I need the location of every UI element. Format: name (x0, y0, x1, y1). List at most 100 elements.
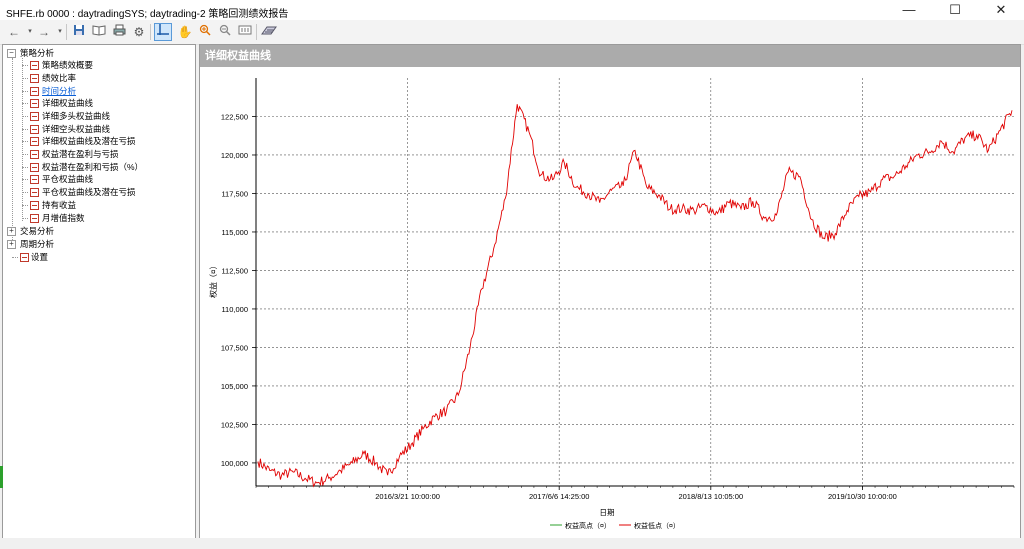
tree-item-label: 详细多头权益曲线 (42, 111, 111, 121)
tree-connector (22, 103, 28, 104)
navigation-tree: − 策略分析 策略绩效概要 绩效比率 时间分析 详细权益曲线 详细多头权益曲线 … (2, 44, 196, 539)
tree-item-label: 平仓权益曲线 (42, 174, 94, 184)
tree-item-label: 详细空头权益曲线 (42, 124, 111, 134)
tree-connector (22, 179, 28, 180)
x-tick-label: 2018/8/13 10:05:00 (678, 492, 743, 501)
equity-series (257, 104, 1013, 488)
back-arrow-icon[interactable]: ← (8, 25, 20, 39)
tree-connector (22, 91, 28, 92)
chart-panel: 详细权益曲线 100,000 102,500 105,000 107,500 110,0… (199, 44, 1021, 539)
y-tick-labels: 100,000 102,500 105,000 107,500 110,000 112,5… (221, 112, 248, 467)
tree-connector (22, 192, 28, 193)
tree-item-label: 绩效比率 (42, 73, 77, 83)
tree-item-label: 详细权益曲线及潜在亏损 (42, 136, 136, 146)
tree-node-label: 周期分析 (20, 239, 55, 249)
report-icon (30, 201, 39, 210)
chart-icon (30, 112, 39, 121)
report-icon (30, 61, 39, 70)
toolbar-separator (150, 24, 151, 40)
y-tick-label: 102,500 (221, 420, 248, 429)
forward-arrow-icon[interactable]: → (38, 25, 50, 39)
y-tick-label: 112,500 (221, 266, 248, 275)
report-icon (30, 214, 39, 223)
tree-connector (22, 218, 28, 219)
x-tick-label: 2019/10/30 10:00:00 (828, 492, 897, 501)
maximize-button[interactable]: ☐ (949, 2, 961, 17)
toolbar-separator (66, 24, 67, 40)
print-icon[interactable] (110, 23, 128, 41)
tree-item-label: 平仓权益曲线及潜在亏损 (42, 187, 136, 197)
edge-indicator (0, 466, 3, 488)
tree-node-label: 交易分析 (20, 226, 55, 236)
y-tick-label: 107,500 (221, 343, 248, 352)
zoom-out-icon[interactable] (216, 23, 234, 41)
tree-item-label[interactable]: 时间分析 (42, 86, 77, 96)
tree-connector (22, 129, 28, 130)
toolbar: ← ▾ → ▾ ⚙ ✋ (0, 20, 1024, 45)
expand-icon[interactable]: + (7, 240, 16, 249)
tree-connector (22, 167, 28, 168)
chart-icon (30, 99, 39, 108)
window-titlebar: SHFE.rb 0000 : daytradingSYS; daytrading… (0, 0, 1024, 20)
close-button[interactable]: ✕ (995, 2, 1007, 17)
settings-icon (20, 253, 29, 262)
tree-guide-line (12, 58, 13, 248)
tree-item-label: 权益潜在盈利与亏损 (42, 149, 119, 159)
chart-data-icon[interactable] (260, 23, 278, 41)
x-tick-label: 2017/6/6 14:25:00 (529, 492, 589, 501)
zoom-in-icon[interactable] (196, 23, 214, 41)
chart-icon (30, 137, 39, 146)
legend: 权益高点（¤） 权益低点（¤） (550, 521, 680, 530)
tree-item-label: 设置 (31, 252, 49, 262)
x-tick-labels: 2016/3/21 10:00:00 2017/6/6 14:25:00 2018/… (375, 492, 897, 501)
x-tick-label: 2016/3/21 10:00:00 (375, 492, 440, 501)
tree-connector (12, 257, 18, 258)
panel-title: 详细权益曲线 (205, 50, 271, 62)
crosshair-cursor-icon[interactable] (154, 23, 172, 41)
expand-icon[interactable]: + (7, 227, 16, 236)
save-icon[interactable] (70, 23, 88, 41)
legend-label-high: 权益高点（¤） (565, 521, 611, 530)
hand-pan-icon[interactable]: ✋ (177, 25, 193, 39)
forward-dropdown-icon[interactable]: ▾ (58, 28, 62, 35)
tree-connector (22, 116, 28, 117)
toolbar-separator (256, 24, 257, 40)
tree-item-label: 权益潜在盈利和亏损（%） (42, 162, 144, 172)
back-dropdown-icon[interactable]: ▾ (28, 28, 32, 35)
chart-icon (30, 125, 39, 134)
window-title: SHFE.rb 0000 : daytradingSYS; daytrading… (6, 9, 289, 20)
equity-line (257, 104, 1013, 488)
open-book-icon[interactable] (90, 23, 108, 41)
tree-item-label: 持有收益 (42, 200, 77, 210)
tree-item-label: 策略绩效概要 (42, 60, 94, 70)
tree-guide-line (22, 58, 23, 221)
legend-label-low: 权益低点（¤） (634, 521, 680, 530)
tree-connector (22, 78, 28, 79)
y-tick-label: 115,000 (221, 228, 248, 237)
chart-grid (252, 78, 1014, 490)
tree-connector (22, 65, 28, 66)
tree-node-label: 策略分析 (20, 48, 55, 58)
y-tick-label: 110,000 (221, 305, 248, 314)
collapse-icon[interactable]: − (7, 49, 16, 58)
tree-item-label: 详细权益曲线 (42, 98, 94, 108)
report-icon (30, 87, 39, 96)
chart-icon (30, 150, 39, 159)
y-tick-label: 100,000 (221, 459, 248, 468)
tree-connector (22, 141, 28, 142)
y-tick-label: 117,500 (221, 189, 248, 198)
fit-view-icon[interactable] (236, 23, 254, 41)
y-tick-label: 105,000 (221, 382, 248, 391)
settings-gear-icon[interactable]: ⚙ (133, 25, 145, 39)
status-bar (0, 538, 1024, 549)
tree-item-label: 月增值指数 (42, 213, 85, 223)
equity-chart[interactable]: 100,000 102,500 105,000 107,500 110,000 112,5… (200, 68, 1020, 538)
minimize-button[interactable]: — (902, 2, 916, 17)
panel-header: 详细权益曲线 (200, 45, 1020, 67)
chart-icon (30, 163, 39, 172)
y-axis-label: 权益（¤） (208, 262, 218, 298)
x-axis-label: 日期 (600, 508, 615, 517)
tree-connector (22, 154, 28, 155)
chart-icon (30, 175, 39, 184)
chart-axes (255, 78, 1015, 488)
